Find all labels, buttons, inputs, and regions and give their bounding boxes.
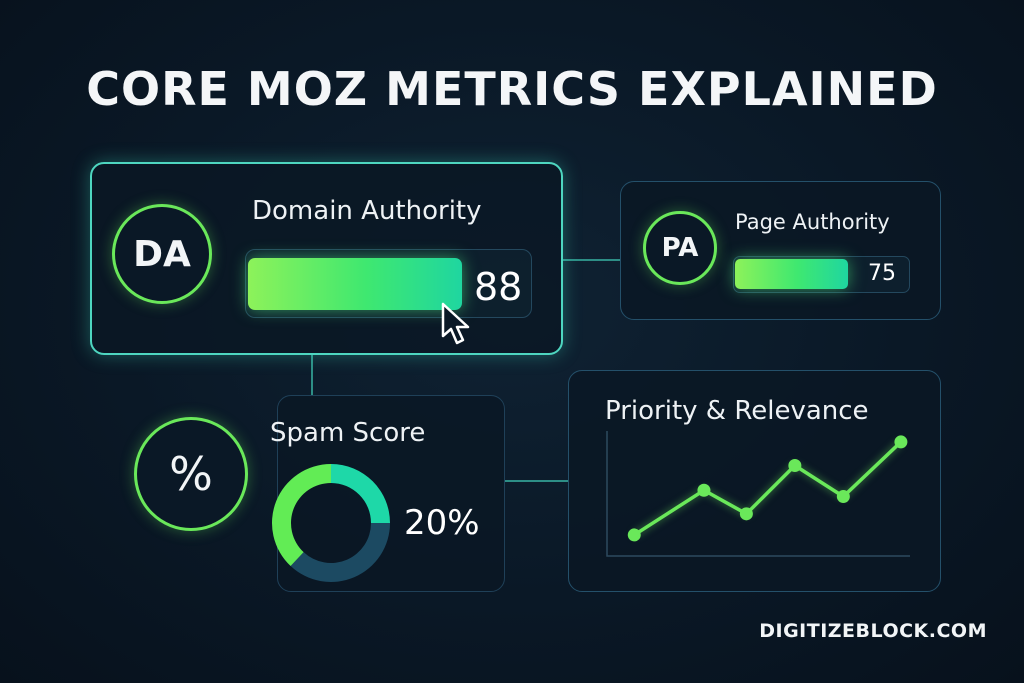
donut-segment-green bbox=[272, 464, 331, 567]
pa-label: Page Authority bbox=[735, 210, 890, 234]
priority-relevance-card bbox=[568, 370, 941, 592]
spam-donut-chart bbox=[272, 464, 390, 582]
da-badge: DA bbox=[112, 204, 212, 304]
data-point bbox=[627, 528, 641, 542]
page-title: CORE MOZ METRICS EXPLAINED bbox=[86, 62, 938, 116]
donut-segment-teal bbox=[331, 464, 390, 523]
priority-label: Priority & Relevance bbox=[605, 396, 869, 426]
data-point bbox=[894, 435, 908, 449]
data-point bbox=[697, 483, 711, 497]
pa-value: 75 bbox=[868, 261, 896, 286]
percent-icon: % bbox=[169, 447, 213, 501]
data-point bbox=[788, 458, 802, 472]
pa-progress-fill bbox=[735, 259, 849, 289]
data-point bbox=[739, 507, 753, 521]
spam-label: Spam Score bbox=[270, 418, 426, 448]
spam-badge: % bbox=[134, 417, 248, 531]
donut-segment-dark bbox=[290, 523, 390, 582]
footer-brand: DIGITIZEBLOCK.COM bbox=[759, 620, 987, 642]
pa-badge: PA bbox=[643, 211, 717, 285]
spam-score-card bbox=[277, 395, 505, 592]
da-progress-fill bbox=[248, 258, 462, 310]
connector-spam-priority bbox=[505, 480, 568, 482]
da-label: Domain Authority bbox=[252, 196, 482, 226]
da-value: 88 bbox=[474, 265, 523, 309]
chart-axes bbox=[606, 431, 910, 557]
spam-value: 20% bbox=[404, 503, 480, 543]
connector-da-spam bbox=[311, 355, 313, 395]
priority-line-chart bbox=[606, 431, 910, 557]
cursor-icon bbox=[441, 302, 470, 345]
da-badge-text: DA bbox=[133, 233, 191, 275]
series-line bbox=[633, 440, 903, 537]
pa-badge-text: PA bbox=[661, 233, 699, 263]
data-point bbox=[836, 489, 850, 503]
connector-da-pa bbox=[563, 259, 620, 261]
